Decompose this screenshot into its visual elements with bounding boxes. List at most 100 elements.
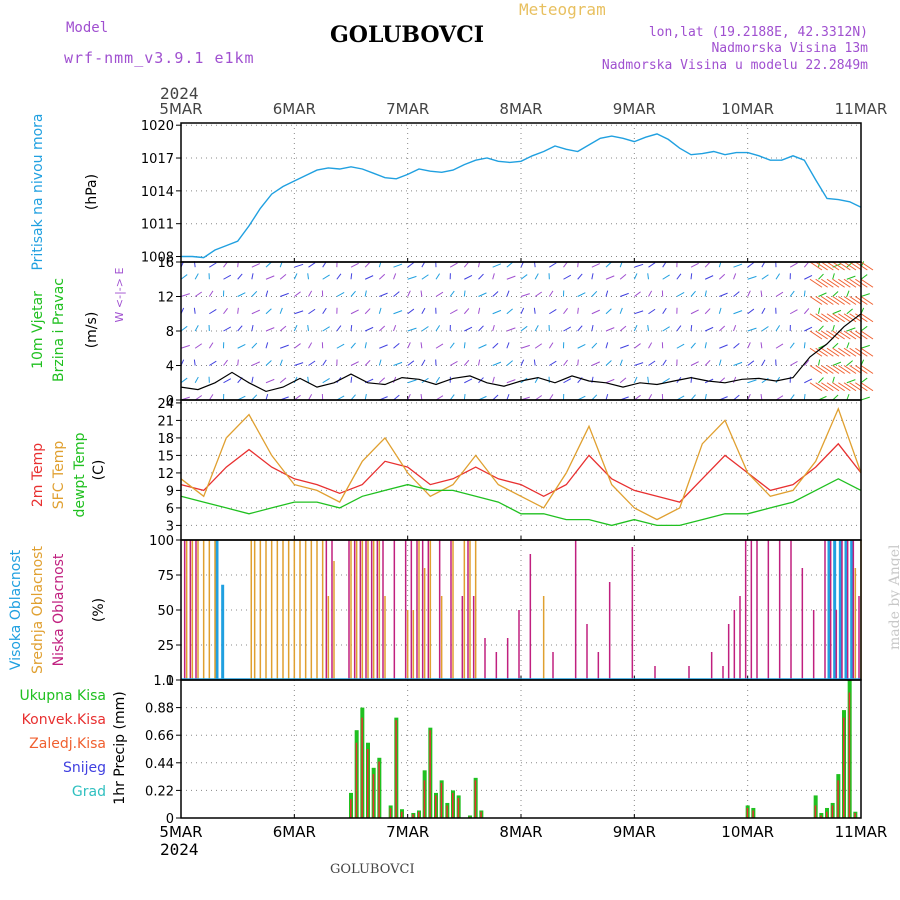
wind-barb bbox=[193, 359, 196, 366]
wind-barb bbox=[860, 344, 870, 349]
wind-barb bbox=[803, 393, 806, 401]
temp-line-1 bbox=[180, 407, 862, 521]
wind-barb bbox=[322, 274, 330, 280]
wind-barb bbox=[307, 324, 309, 332]
wind-barb bbox=[591, 342, 598, 349]
wind-barb bbox=[662, 359, 667, 366]
y-tick-label: 16 bbox=[157, 256, 174, 271]
wind-barb bbox=[251, 376, 254, 383]
wind-barb bbox=[549, 309, 557, 315]
precip-convective-bar bbox=[446, 805, 448, 818]
wind-barb bbox=[860, 325, 868, 332]
precip-convective-bar bbox=[440, 782, 443, 818]
wind-barb bbox=[719, 344, 728, 349]
wind-barb-strong bbox=[832, 261, 845, 271]
wind-barb bbox=[407, 290, 411, 297]
wind-barb bbox=[194, 325, 199, 332]
wind-barb bbox=[690, 394, 696, 401]
wind-barb bbox=[662, 378, 670, 384]
wind-barb bbox=[478, 359, 481, 366]
precip-convective-bar bbox=[826, 811, 828, 818]
wind-barb bbox=[194, 395, 203, 401]
panel-frame-4 bbox=[180, 679, 862, 819]
precip-convective-bar bbox=[457, 797, 460, 818]
wind-barb bbox=[761, 326, 769, 332]
wind-barb bbox=[322, 326, 330, 332]
x-tick-label-bottom: 10MAR bbox=[721, 823, 774, 841]
wind-barb bbox=[634, 343, 641, 349]
y-tick-label: 12 bbox=[157, 291, 174, 306]
wind-barb bbox=[818, 292, 827, 297]
wind-barb bbox=[237, 359, 239, 366]
wind-barb bbox=[350, 273, 353, 280]
wind-barb bbox=[634, 291, 641, 297]
wind-barb bbox=[803, 359, 810, 366]
wind-barb bbox=[789, 394, 795, 401]
wind-barb bbox=[647, 273, 649, 280]
wind-barb bbox=[803, 342, 806, 349]
wind-barb-strong bbox=[815, 330, 828, 340]
y-tick-label: 0.88 bbox=[145, 702, 174, 717]
wind-barb bbox=[265, 342, 269, 349]
wind-barb bbox=[605, 360, 612, 366]
wind-barb bbox=[591, 290, 598, 297]
x-tick-label-top: 6MAR bbox=[273, 100, 316, 118]
wind-barb-strong bbox=[849, 261, 862, 271]
wind-barb bbox=[407, 342, 411, 349]
wind-barb bbox=[676, 343, 685, 349]
wind-barb bbox=[605, 308, 612, 315]
wind-barb bbox=[605, 393, 609, 401]
precip-convective-bar bbox=[837, 780, 839, 818]
wind-barb bbox=[420, 290, 423, 297]
wind-barb bbox=[549, 262, 557, 268]
precip-convective-bar bbox=[367, 749, 369, 818]
wind-barb-strong bbox=[838, 278, 851, 288]
wind-barb bbox=[591, 361, 601, 366]
wind-barb bbox=[308, 342, 313, 349]
wind-barb bbox=[237, 292, 246, 297]
wind-barb bbox=[662, 326, 670, 332]
wind-barb bbox=[690, 262, 699, 268]
wind-barb bbox=[322, 359, 327, 366]
wind-barb-strong bbox=[843, 382, 857, 392]
wind-barb bbox=[775, 273, 781, 280]
wind-barb bbox=[435, 376, 441, 384]
wind-barb-strong bbox=[809, 365, 823, 374]
precip-convective-bar bbox=[401, 811, 403, 818]
wind-barb-strong bbox=[821, 365, 834, 374]
wind-barb bbox=[520, 359, 525, 366]
wind-barb bbox=[435, 291, 444, 297]
wind-barb bbox=[591, 263, 601, 268]
precip-convective-bar bbox=[378, 761, 380, 818]
wind-barb-strong bbox=[832, 365, 845, 374]
wind-barb bbox=[336, 343, 345, 349]
y-tick-label: 1020 bbox=[141, 119, 174, 134]
wind-barb bbox=[605, 261, 612, 268]
wind-barb bbox=[293, 325, 298, 332]
wind-barb bbox=[194, 291, 203, 297]
wind-barb-strong bbox=[821, 278, 834, 288]
precip-convective-bar bbox=[843, 717, 845, 818]
wind-barb-strong bbox=[843, 296, 857, 305]
wind-barb-strong bbox=[815, 296, 828, 305]
wind-barb bbox=[463, 308, 470, 315]
precip-convective-bar bbox=[389, 807, 392, 818]
wind-barb bbox=[364, 261, 371, 268]
wind-barb bbox=[350, 361, 359, 366]
wind-barb bbox=[421, 326, 429, 332]
pressure-line bbox=[181, 133, 862, 259]
wind-barb bbox=[719, 292, 728, 297]
wind-barb-strong bbox=[815, 347, 828, 357]
y-tick-label: 50 bbox=[157, 604, 174, 619]
wind-barb bbox=[634, 310, 644, 315]
wind-barb bbox=[690, 324, 693, 332]
wind-barb bbox=[704, 359, 711, 366]
y-tick-label: 3 bbox=[166, 519, 174, 534]
wind-barb bbox=[194, 376, 199, 383]
wind-barb bbox=[364, 275, 374, 280]
wind-barb bbox=[180, 344, 190, 349]
cloud-legend-low: Niska Oblacnost bbox=[51, 553, 67, 666]
wind-barb bbox=[534, 325, 539, 332]
wind-barb bbox=[676, 325, 682, 332]
lonlat-label: lon,lat (19.2188E, 42.3312N) bbox=[648, 25, 868, 40]
